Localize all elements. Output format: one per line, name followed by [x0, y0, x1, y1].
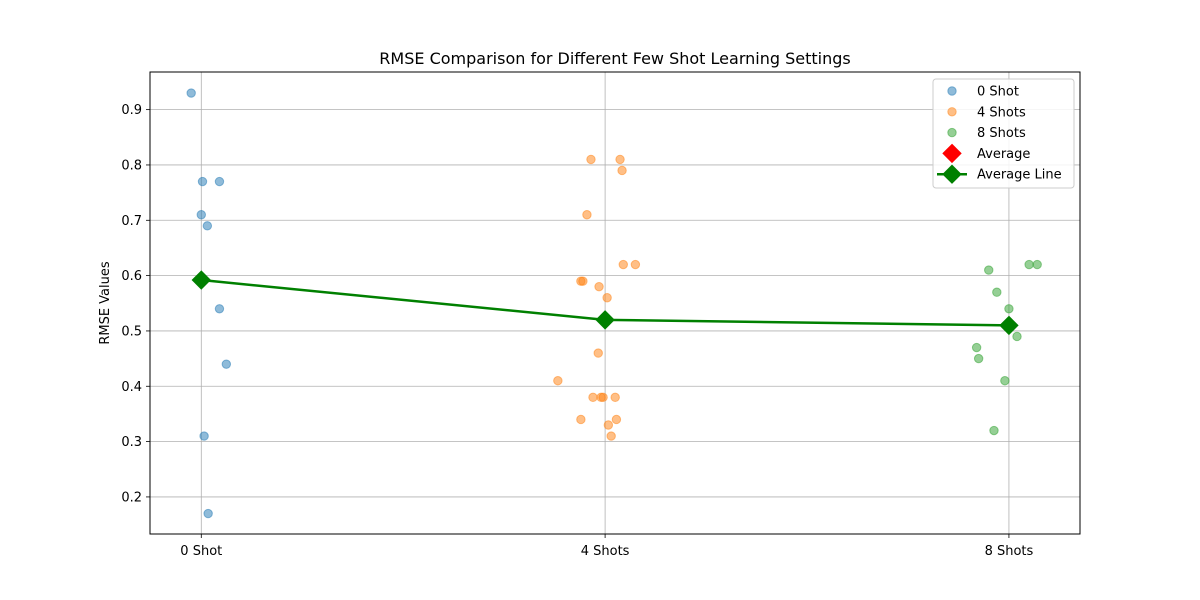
data-point	[610, 392, 620, 403]
data-point	[576, 414, 586, 425]
data-point	[586, 154, 596, 165]
data-point	[214, 176, 225, 187]
axis-ticks: 0.2 0.3 0.4 0.5 0.6 0.7 0.8 0.9 0 Shot 4 Shots 8 S…	[121, 103, 1033, 559]
x-tick-label: 4 Shots	[581, 544, 630, 559]
data-point	[1000, 376, 1010, 386]
data-point	[578, 276, 588, 286]
data-point	[594, 281, 604, 292]
data-point	[221, 359, 232, 369]
data-point	[582, 210, 592, 220]
data-point	[553, 376, 563, 386]
data-point	[603, 420, 614, 430]
data-point	[1024, 259, 1034, 270]
data-point	[992, 287, 1002, 297]
y-axis-label: RMSE Values	[98, 261, 113, 345]
average-line-layer	[191, 270, 1019, 336]
data-point	[615, 154, 625, 165]
y-tick-label: 0.3	[121, 435, 142, 450]
grid-lines	[150, 72, 1080, 534]
y-tick-label: 0.6	[121, 269, 142, 284]
x-tick-label: 8 Shots	[985, 544, 1034, 559]
y-tick-label: 0.8	[121, 158, 142, 173]
data-point	[598, 392, 608, 403]
data-point	[984, 265, 994, 275]
data-point	[1004, 304, 1014, 314]
average-marker	[191, 270, 211, 290]
y-tick-label: 0.7	[121, 214, 142, 229]
average-marker	[595, 310, 615, 330]
legend: 0 Shot 4 Shots 8 Shots Average Average Line	[932, 78, 1075, 189]
plot-frame	[149, 71, 1081, 535]
chart-title: RMSE Comparison for Different Few Shot L…	[379, 49, 850, 68]
legend-label: Average Line	[977, 168, 1062, 183]
legend-marker	[947, 86, 957, 96]
y-tick-label: 0.5	[121, 324, 142, 339]
data-point	[588, 392, 598, 403]
legend-label: 8 Shots	[977, 126, 1026, 141]
data-point	[1032, 259, 1042, 270]
y-tick-label: 0.9	[121, 103, 142, 118]
data-point	[186, 88, 196, 98]
data-point	[202, 221, 213, 231]
y-tick-label: 0.4	[121, 380, 142, 395]
legend-label: Average	[977, 147, 1030, 162]
data-point	[618, 259, 628, 270]
data-point	[971, 342, 982, 353]
legend-marker	[942, 164, 962, 184]
legend-marker	[947, 127, 957, 138]
data-point	[196, 210, 206, 220]
data-point	[214, 304, 225, 314]
data-point	[1012, 331, 1022, 342]
y-tick-label: 0.2	[121, 490, 142, 505]
data-point	[606, 431, 616, 441]
legend-marker	[947, 107, 957, 117]
data-point	[973, 353, 984, 364]
data-point	[989, 425, 999, 436]
data-point	[630, 259, 641, 270]
data-point	[617, 165, 627, 176]
data-point	[197, 176, 208, 187]
legend-box	[932, 78, 1075, 189]
average-marker	[999, 315, 1019, 336]
legend-label: 0 Shot	[977, 85, 1019, 100]
data-point	[602, 293, 612, 303]
legend-label: 4 Shots	[977, 105, 1026, 120]
scatter-points	[186, 88, 1042, 519]
data-point	[593, 348, 603, 358]
data-point	[611, 414, 622, 425]
data-point	[203, 508, 213, 519]
x-tick-label: 0 Shot	[180, 544, 222, 559]
legend-marker	[942, 143, 962, 164]
data-point	[199, 431, 209, 441]
